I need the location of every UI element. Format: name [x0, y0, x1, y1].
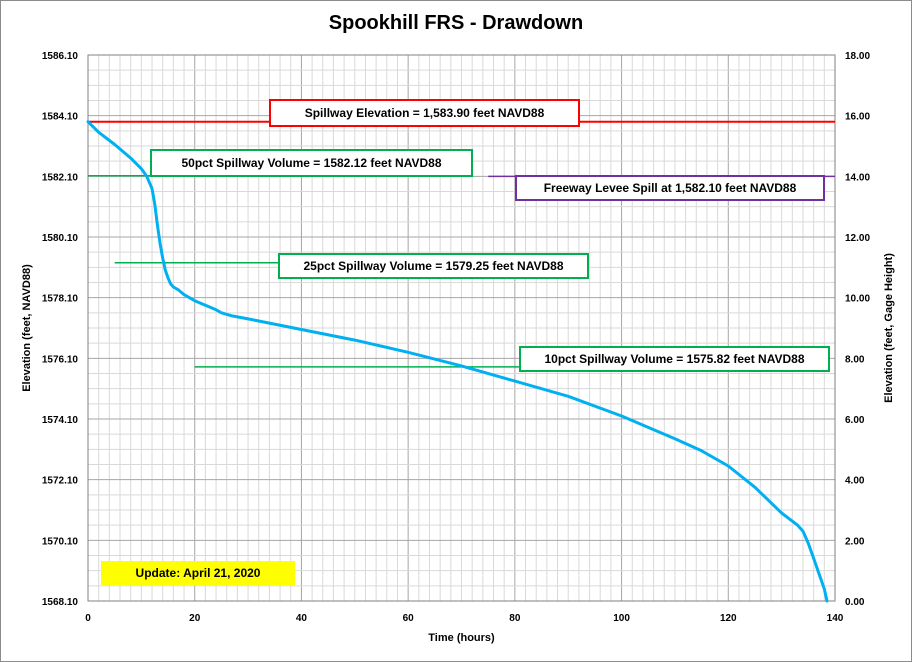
y-tick-label: 1580.10: [42, 233, 79, 244]
y-tick-label: 1572.10: [42, 476, 79, 487]
update-note: Update: April 21, 2020: [101, 561, 295, 585]
annotation-box: Freeway Levee Spill at 1,582.10 feet NAV…: [515, 175, 825, 201]
chart-title: Spookhill FRS - Drawdown: [328, 12, 584, 34]
y-tick-label: 1576.10: [42, 354, 79, 365]
x-axis-label: Time (hours): [428, 632, 495, 644]
y-tick-label: 1586.10: [42, 51, 79, 62]
drawdown-line: [86, 120, 829, 603]
y-tick-label: 1574.10: [42, 415, 79, 426]
y2-tick-label: 14.00: [845, 172, 870, 183]
plot-border: [87, 54, 836, 602]
x-tick-label: 80: [509, 613, 521, 624]
x-tick-label: 60: [403, 613, 415, 624]
y2-tick-label: 4.00: [845, 476, 865, 487]
annotation-box: 10pct Spillway Volume = 1575.82 feet NAV…: [519, 346, 830, 372]
y2-tick-label: 16.00: [845, 112, 870, 123]
y-tick-label: 1584.10: [42, 112, 79, 123]
x-tick-label: 140: [827, 613, 844, 624]
y-tick-label: 1568.10: [42, 597, 79, 608]
y2-axis-label: Elevation (feet, Gage Height): [883, 253, 895, 403]
x-tick-label: 0: [85, 613, 91, 624]
y2-tick-label: 10.00: [845, 294, 870, 305]
y-tick-label: 1570.10: [42, 536, 79, 547]
y2-tick-label: 8.00: [845, 354, 865, 365]
y2-tick-label: 2.00: [845, 536, 865, 547]
annotation-box: 50pct Spillway Volume = 1582.12 feet NAV…: [150, 149, 473, 177]
x-tick-label: 100: [613, 613, 630, 624]
y-tick-label: 1578.10: [42, 294, 79, 305]
y2-tick-label: 6.00: [845, 415, 865, 426]
y2-tick-label: 18.00: [845, 51, 870, 62]
x-tick-label: 20: [189, 613, 201, 624]
annotation-box: Spillway Elevation = 1,583.90 feet NAVD8…: [269, 99, 580, 127]
x-tick-label: 40: [296, 613, 308, 624]
x-tick-label: 120: [720, 613, 737, 624]
y2-tick-label: 0.00: [845, 597, 865, 608]
y-tick-label: 1582.10: [42, 172, 79, 183]
y-axis-label: Elevation (feet, NAVD88): [21, 264, 33, 392]
annotation-box: 25pct Spillway Volume = 1579.25 feet NAV…: [278, 253, 589, 279]
y2-tick-label: 12.00: [845, 233, 870, 244]
